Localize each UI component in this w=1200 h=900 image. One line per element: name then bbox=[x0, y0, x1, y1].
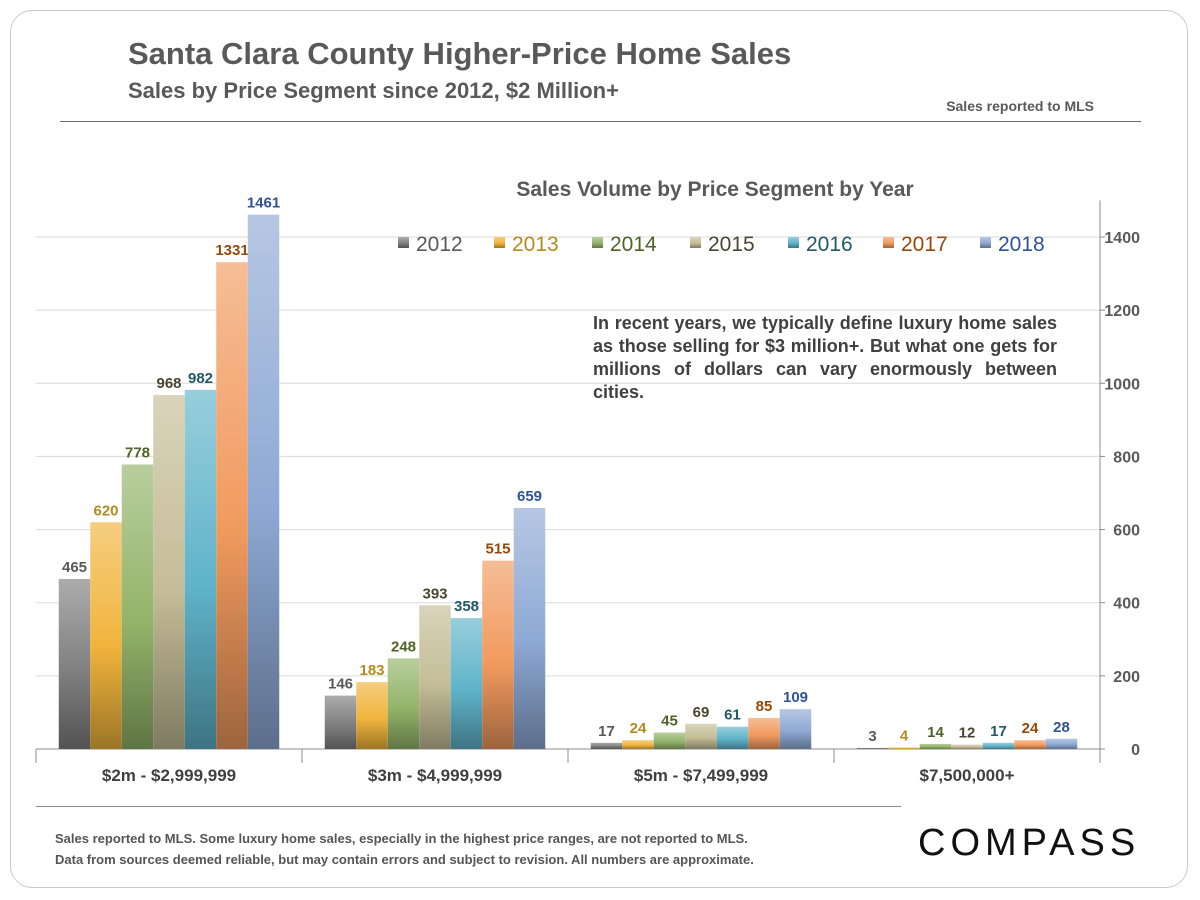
legend-label: 2015 bbox=[708, 233, 755, 256]
data-label: 61 bbox=[724, 707, 741, 724]
data-label: 69 bbox=[693, 704, 710, 721]
bar-2018 bbox=[513, 507, 546, 749]
bar-2012 bbox=[324, 695, 357, 749]
data-label: 45 bbox=[661, 713, 678, 730]
y-tick-label: 0 bbox=[1131, 742, 1140, 759]
data-label: 248 bbox=[391, 638, 416, 655]
data-label: 17 bbox=[598, 723, 615, 740]
legend-label: 2016 bbox=[806, 233, 853, 256]
legend-swatch bbox=[690, 237, 701, 248]
bar-2012 bbox=[590, 742, 623, 749]
bar-2018 bbox=[247, 214, 280, 750]
bar-2012 bbox=[58, 578, 91, 749]
data-label: 778 bbox=[125, 444, 150, 461]
footer-divider bbox=[36, 806, 901, 807]
bar-2015 bbox=[419, 605, 451, 749]
footnote-line-2: Data from sources deemed reliable, but m… bbox=[55, 852, 754, 867]
bar-2013 bbox=[90, 522, 122, 749]
bar-2016 bbox=[982, 742, 1015, 749]
data-label: 24 bbox=[1022, 720, 1039, 737]
y-tick-label: 200 bbox=[1113, 669, 1140, 686]
bar-2018 bbox=[1045, 738, 1078, 749]
x-category-label: $3m - $4,999,999 bbox=[368, 766, 502, 785]
compass-logo: COMPASS bbox=[918, 822, 1141, 864]
data-label: 982 bbox=[188, 370, 213, 387]
bar-2018 bbox=[779, 709, 812, 749]
y-tick-label: 1000 bbox=[1104, 376, 1140, 393]
bar-2016 bbox=[716, 726, 749, 749]
data-label: 358 bbox=[454, 598, 479, 615]
legend-swatch bbox=[494, 237, 505, 248]
footnote-line-1: Sales reported to MLS. Some luxury home … bbox=[55, 831, 748, 846]
data-label: 465 bbox=[62, 559, 87, 576]
data-label: 17 bbox=[990, 723, 1007, 740]
bar-2013 bbox=[622, 740, 654, 749]
data-label: 515 bbox=[485, 541, 510, 558]
y-tick-label: 600 bbox=[1113, 523, 1140, 540]
page-subtitle: Sales by Price Segment since 2012, $2 Mi… bbox=[128, 78, 619, 103]
data-label: 4 bbox=[900, 728, 909, 745]
data-label: 1331 bbox=[215, 242, 248, 259]
y-tick-label: 400 bbox=[1113, 596, 1140, 613]
page-title: Santa Clara County Higher-Price Home Sal… bbox=[128, 36, 792, 71]
annotation-text: In recent years, we typically define lux… bbox=[593, 313, 1057, 402]
data-label: 393 bbox=[422, 585, 447, 602]
bar-2017 bbox=[1014, 740, 1046, 749]
data-label: 1461 bbox=[247, 195, 280, 212]
bar-2014 bbox=[653, 732, 686, 749]
data-label: 659 bbox=[517, 488, 542, 505]
legend-label: 2017 bbox=[901, 233, 948, 256]
footnote: Sales reported to MLS. Some luxury home … bbox=[55, 828, 754, 870]
data-label: 85 bbox=[756, 698, 773, 715]
header-divider bbox=[60, 121, 1141, 122]
bar-2014 bbox=[919, 743, 952, 749]
bar-2017 bbox=[748, 717, 780, 749]
y-tick-label: 1200 bbox=[1104, 303, 1140, 320]
legend-label: 2018 bbox=[998, 233, 1045, 256]
x-category-label: $5m - $7,499,999 bbox=[634, 766, 768, 785]
bar-2013 bbox=[356, 682, 388, 749]
data-label: 146 bbox=[328, 676, 353, 693]
bar-2012 bbox=[856, 747, 889, 749]
legend-swatch bbox=[592, 237, 603, 248]
bar-2015 bbox=[951, 744, 983, 749]
data-label: 3 bbox=[868, 728, 876, 745]
data-label: 28 bbox=[1053, 719, 1070, 736]
data-label: 14 bbox=[927, 724, 944, 741]
legend-swatch bbox=[980, 237, 991, 248]
data-label: 109 bbox=[783, 689, 808, 706]
bar-2015 bbox=[685, 723, 717, 749]
legend-label: 2013 bbox=[512, 233, 559, 256]
legend-label: 2014 bbox=[610, 233, 657, 256]
source-tag: Sales reported to MLS bbox=[946, 98, 1094, 114]
y-tick-label: 800 bbox=[1113, 449, 1140, 466]
legend-swatch bbox=[883, 237, 894, 248]
legend-swatch bbox=[398, 237, 409, 248]
legend-label: 2012 bbox=[416, 233, 463, 256]
bar-2016 bbox=[450, 618, 483, 749]
legend-swatch bbox=[788, 237, 799, 248]
bar-2015 bbox=[153, 394, 185, 749]
bar-2014 bbox=[121, 464, 154, 749]
data-label: 12 bbox=[959, 725, 976, 742]
bar-2017 bbox=[482, 560, 514, 749]
data-label: 620 bbox=[93, 502, 118, 519]
x-category-label: $7,500,000+ bbox=[919, 766, 1014, 785]
bar-2017 bbox=[216, 262, 248, 749]
data-label: 24 bbox=[630, 720, 647, 737]
chart-title: Sales Volume by Price Segment by Year bbox=[516, 178, 914, 201]
bar-2016 bbox=[184, 389, 217, 749]
bar-2014 bbox=[387, 658, 420, 749]
x-category-label: $2m - $2,999,999 bbox=[102, 766, 236, 785]
bar-2013 bbox=[888, 747, 920, 749]
data-label: 968 bbox=[156, 375, 181, 392]
y-tick-label: 1400 bbox=[1104, 230, 1140, 247]
data-label: 183 bbox=[359, 662, 384, 679]
